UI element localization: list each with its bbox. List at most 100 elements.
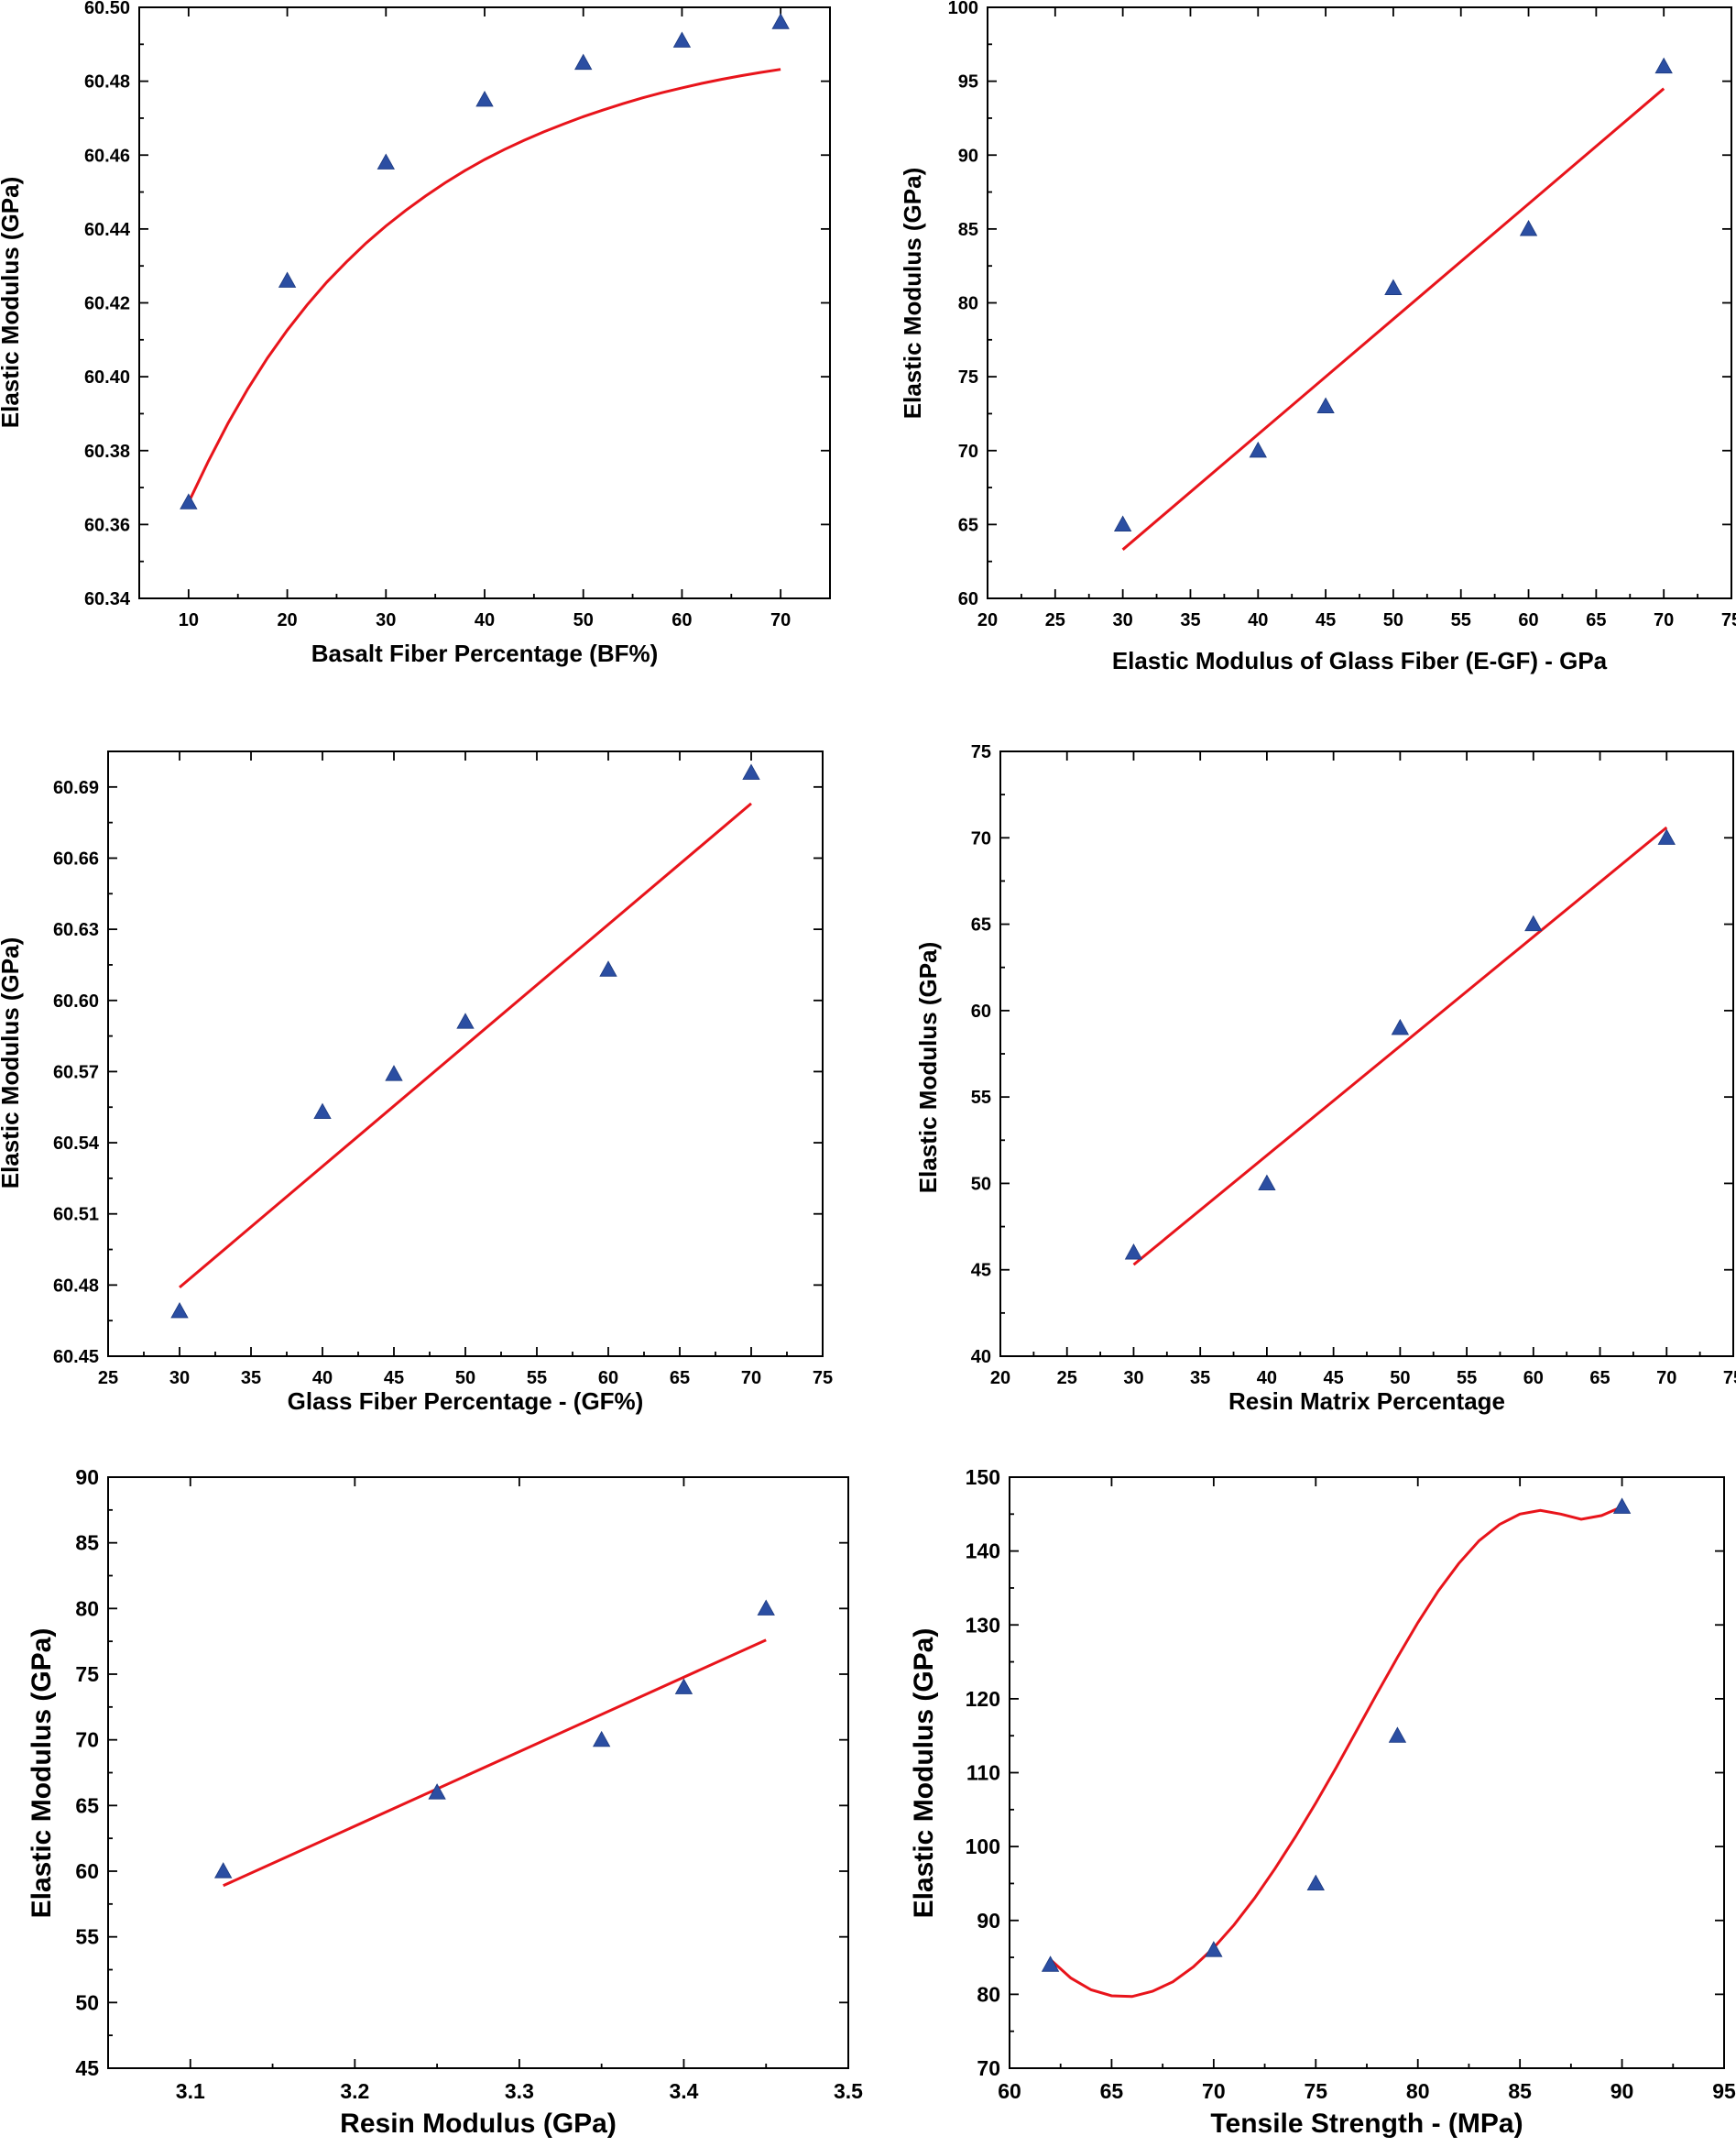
x-tick-label: 55 <box>1451 610 1471 630</box>
y-tick-label: 80 <box>977 1982 1000 2006</box>
x-tick-label: 50 <box>455 1368 475 1388</box>
x-tick-label: 50 <box>1390 1368 1410 1388</box>
data-point <box>313 1102 332 1120</box>
x-tick-label: 90 <box>1610 2079 1634 2103</box>
data-point <box>1205 1941 1223 1957</box>
x-tick-label: 40 <box>1257 1368 1277 1388</box>
x-axis-label: Tensile Strength - (MPa) <box>1210 2109 1523 2139</box>
x-tick-label: 65 <box>1589 1368 1610 1388</box>
fit-line <box>1049 1505 1623 1999</box>
x-tick-label: 60 <box>598 1368 618 1388</box>
plot-frame <box>1009 1476 1725 2069</box>
y-tick-label: 75 <box>958 367 978 388</box>
y-axis-label: Elastic Modulus (GPa) <box>27 1628 57 1919</box>
data-point <box>214 1862 233 1879</box>
y-tick-label: 85 <box>75 1531 99 1555</box>
x-tick-label: 20 <box>277 610 297 630</box>
data-point <box>1612 1497 1632 1514</box>
x-tick-label: 25 <box>98 1368 118 1388</box>
chart-glass-fiber-modulus: 20 25 30 35 40 45 50 55 60 65 70 75 60 65 70 75 80 85 90 95… <box>879 0 1736 696</box>
plot-frame <box>107 750 824 1357</box>
plot-frame <box>107 1476 849 2069</box>
data-point <box>385 1065 403 1081</box>
y-tick-label: 140 <box>966 1539 1000 1563</box>
x-tick-label: 40 <box>312 1368 333 1388</box>
chart-basalt-fiber: 10 20 30 40 50 60 70 60.34 60.36 60.38 60.40 60.42 6… <box>0 0 834 696</box>
chart-glass-fiber-modulus-svg: 20 25 30 35 40 45 50 55 60 65 70 75 60 65 70 75 80 85 90 95… <box>899 0 1736 674</box>
y-tick-label: 65 <box>958 515 978 535</box>
x-tick-label: 65 <box>670 1368 690 1388</box>
y-tick-label: 150 <box>966 1465 1000 1489</box>
y-axis-label: Elastic Modulus (GPa) <box>0 177 24 429</box>
x-tick-label: 95 <box>1712 2079 1736 2103</box>
y-tick-label: 70 <box>971 828 991 849</box>
chart-resin-modulus-svg: 3.1 3.2 3.3 3.4 3.5 45 50 55 60 65 70 75 80 85 90 Resin… <box>27 1465 863 2139</box>
y-tick-label: 60.69 <box>53 778 99 798</box>
fit-line <box>1132 826 1668 1266</box>
x-tick-label: 3.2 <box>340 2079 369 2103</box>
x-tick-label: 3.4 <box>669 2079 698 2103</box>
y-tick-label: 40 <box>971 1347 991 1367</box>
x-tick-label: 45 <box>1324 1368 1344 1388</box>
data-point <box>1519 220 1538 236</box>
data-point <box>475 90 494 107</box>
data-point <box>377 153 395 170</box>
y-tick-label: 70 <box>958 442 978 462</box>
data-point <box>1391 1018 1410 1035</box>
y-tick-label: 60 <box>971 1002 991 1022</box>
y-tick-label: 60.60 <box>53 991 99 1012</box>
x-tick-label: 3.1 <box>176 2079 205 2103</box>
y-tick-label: 60.54 <box>53 1134 100 1154</box>
x-axis-label: Basalt Fiber Percentage (BF%) <box>311 640 659 667</box>
fit-line <box>179 802 752 1289</box>
data-point <box>742 763 760 780</box>
x-tick-label: 80 <box>1406 2079 1430 2103</box>
x-tick-label: 70 <box>741 1368 761 1388</box>
chart-resin-matrix-svg: 20 25 30 35 40 45 50 55 60 65 70 75 40 45 50 55 60 65 70 75… <box>914 742 1736 1415</box>
data-point <box>574 53 593 71</box>
x-tick-label: 40 <box>475 610 495 630</box>
x-tick-label: 60 <box>998 2079 1021 2103</box>
data-point <box>278 271 297 288</box>
y-axis-label: Elastic Modulus (GPa) <box>909 1628 939 1919</box>
x-axis-label: Resin Matrix Percentage <box>1228 1387 1505 1415</box>
data-point <box>1124 1243 1143 1260</box>
x-axis-label: Glass Fiber Percentage - (GF%) <box>288 1387 644 1415</box>
x-tick-label: 45 <box>384 1368 404 1388</box>
x-tick-label: 85 <box>1508 2079 1532 2103</box>
data-point <box>1654 57 1673 74</box>
data-point <box>1306 1874 1325 1891</box>
x-tick-label: 35 <box>1190 1368 1210 1388</box>
y-tick-label: 60.48 <box>84 72 130 93</box>
plot-frame <box>999 750 1734 1357</box>
data-point <box>757 1599 775 1616</box>
y-tick-label: 60.46 <box>84 146 130 166</box>
y-tick-label: 60.36 <box>84 515 130 535</box>
data-point <box>1524 915 1543 932</box>
data-point <box>1041 1955 1060 1972</box>
x-tick-label: 55 <box>527 1368 547 1388</box>
data-point <box>1316 397 1335 413</box>
x-tick-label: 30 <box>169 1368 190 1388</box>
chart-resin-modulus: 3.1 3.2 3.3 3.4 3.5 45 50 55 60 65 70 75 80 85 90 Resin… <box>0 1439 863 2147</box>
fit-line <box>187 68 781 503</box>
x-tick-label: 75 <box>813 1368 833 1388</box>
data-point <box>1384 279 1403 295</box>
x-axis-label: Elastic Modulus of Glass Fiber (E-GF) - … <box>1112 647 1608 674</box>
y-tick-label: 120 <box>966 1687 1000 1711</box>
y-tick-label: 60.63 <box>53 920 99 940</box>
x-tick-label: 20 <box>990 1368 1010 1388</box>
y-tick-label: 80 <box>958 294 978 314</box>
x-axis-label: Resin Modulus (GPa) <box>340 2109 617 2139</box>
y-tick-label: 60 <box>75 1859 99 1883</box>
y-axis-label: Elastic Modulus (GPa) <box>914 942 942 1194</box>
plot-frame <box>987 6 1732 599</box>
data-point <box>674 1678 693 1694</box>
x-tick-label: 75 <box>1304 2079 1327 2103</box>
y-tick-label: 60.66 <box>53 849 99 869</box>
x-tick-label: 70 <box>1654 610 1674 630</box>
x-tick-label: 35 <box>1180 610 1200 630</box>
data-point <box>170 1301 189 1319</box>
y-tick-label: 100 <box>948 0 978 18</box>
y-tick-label: 50 <box>75 1990 99 2014</box>
